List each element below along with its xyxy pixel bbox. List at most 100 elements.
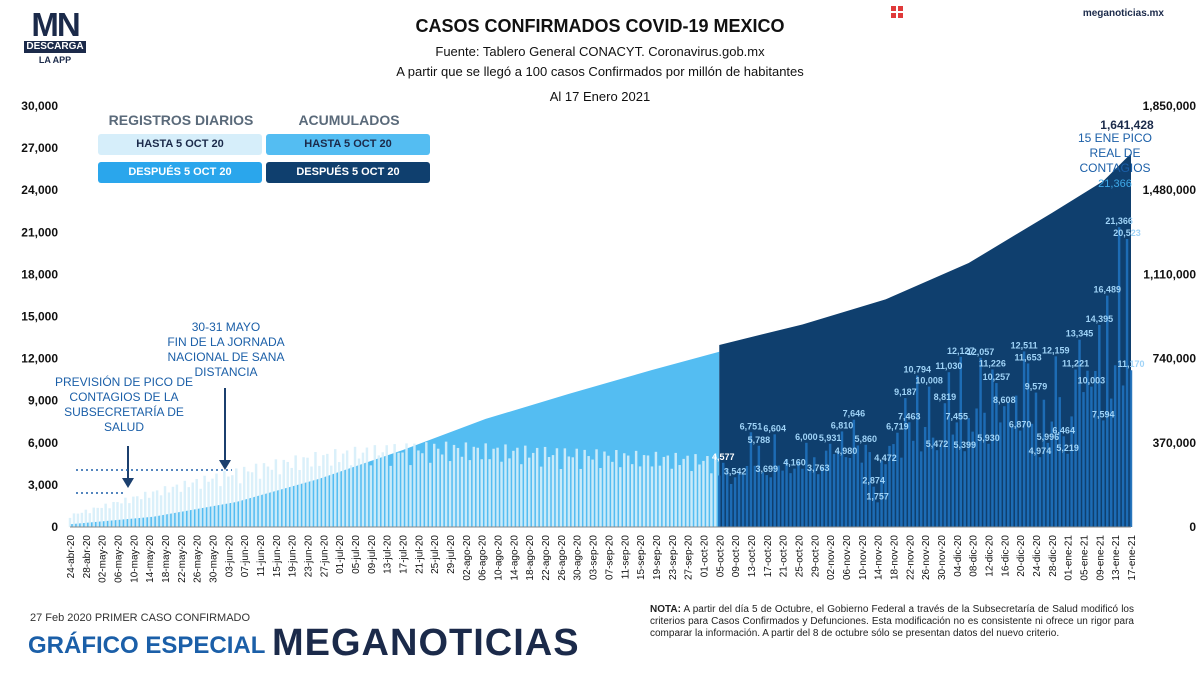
daily-bar (1026, 363, 1030, 527)
daily-bar (725, 468, 729, 527)
y-left-tick-label: 0 (51, 520, 58, 534)
daily-bar (975, 408, 978, 527)
daily-bar (864, 444, 867, 527)
daily-value-label: 4,980 (835, 446, 858, 456)
daily-bar (813, 457, 816, 527)
y-right-tick-label: 1,480,000 (1143, 183, 1197, 197)
legend-daily-before: HASTA 5 OCT 20 (98, 134, 262, 155)
total-cumulative-label: 1,641,428 (1100, 118, 1154, 132)
daily-bar (136, 496, 139, 527)
prevision-annotation: PREVISIÓN DE PICO DE (55, 374, 193, 389)
daily-value-label: 6,604 (763, 423, 786, 433)
logo-app-label: LA APP (38, 55, 72, 65)
daily-bar (832, 454, 836, 527)
x-tick-label: 05-ene-21 (1079, 535, 1090, 581)
daily-bar (642, 455, 646, 527)
x-tick-label: 10-may-20 (129, 535, 140, 583)
daily-bar (1034, 392, 1038, 527)
daily-bar (151, 491, 155, 527)
daily-bar (571, 457, 575, 527)
x-tick-label: 06-nov-20 (842, 535, 853, 580)
daily-bar (100, 507, 103, 527)
daily-bar (722, 462, 725, 527)
logo-descarga-banner[interactable]: DESCARGA (24, 41, 86, 53)
daily-bar (860, 462, 864, 527)
x-tick-label: 13-ene-21 (1111, 535, 1122, 581)
daily-bar (674, 452, 677, 527)
daily-bar (915, 375, 919, 527)
daily-bar (979, 357, 982, 527)
daily-bar (1098, 324, 1101, 527)
x-tick-label: 10-ago-20 (494, 535, 505, 581)
daily-bar (904, 398, 907, 527)
x-tick-label: 18-may-20 (161, 535, 172, 583)
daily-bar (179, 491, 183, 527)
daily-bar (132, 496, 135, 527)
daily-bar (1038, 457, 1042, 527)
x-tick-label: 09-oct-20 (731, 535, 742, 578)
daily-bar (686, 455, 689, 527)
daily-bar (1090, 386, 1093, 527)
jornada-annotation: FIN DE LA JORNADA (167, 335, 284, 349)
daily-value-label: 12,159 (1042, 345, 1070, 355)
daily-value-label: 13,345 (1066, 329, 1094, 339)
site-url[interactable]: meganoticias.mx (1082, 8, 1164, 19)
daily-bar (706, 456, 709, 527)
daily-value-label: 5,930 (977, 433, 1000, 443)
daily-bar (1066, 453, 1069, 527)
daily-value-label: 8,819 (934, 392, 957, 402)
x-tick-label: 30-may-20 (209, 535, 220, 583)
daily-bar (385, 445, 388, 527)
peak-value-annotation: 21,366 (1098, 178, 1132, 190)
daily-bar (417, 450, 420, 527)
daily-bar (801, 468, 804, 527)
daily-bar (539, 466, 543, 527)
daily-bar (484, 443, 487, 527)
daily-bar (607, 455, 610, 527)
daily-bar (231, 475, 234, 527)
daily-bar (650, 466, 654, 527)
x-tick-label: 22-ago-20 (541, 535, 552, 581)
daily-bar (397, 452, 400, 527)
daily-bar (116, 502, 119, 527)
daily-bar (694, 454, 697, 527)
daily-bar (440, 454, 444, 527)
daily-bar (1129, 370, 1133, 527)
daily-bar (579, 468, 582, 527)
daily-bar (187, 487, 190, 527)
daily-bar (654, 451, 658, 527)
daily-value-label: 10,794 (903, 365, 931, 375)
daily-bar (104, 503, 107, 527)
daily-bar (927, 386, 931, 527)
x-tick-label: 13-oct-20 (747, 535, 758, 578)
daily-bar (714, 455, 717, 527)
x-tick-label: 12-dic-20 (984, 535, 995, 577)
daily-bar (159, 495, 163, 527)
daily-value-label: 11,170 (1117, 359, 1144, 369)
daily-bar (84, 509, 88, 527)
daily-bar (488, 459, 491, 527)
y-right-tick-label: 740,000 (1153, 352, 1197, 366)
daily-bar (349, 465, 353, 527)
daily-bar (199, 488, 202, 527)
y-left-tick-label: 6,000 (28, 436, 58, 450)
daily-value-label: 16,489 (1093, 285, 1121, 295)
daily-value-label: 3,763 (807, 463, 830, 473)
daily-bar (235, 468, 238, 527)
daily-bar (444, 441, 448, 527)
daily-bar (939, 444, 943, 527)
daily-bar (1007, 402, 1010, 527)
daily-bar (528, 457, 531, 527)
daily-bar (1117, 227, 1121, 527)
daily-bar (761, 472, 765, 527)
daily-bar (1113, 365, 1117, 527)
daily-value-label: 4,974 (1029, 446, 1052, 456)
x-tick-label: 11-sep-20 (620, 535, 631, 580)
daily-bar (543, 446, 547, 527)
x-tick-label: 06-ago-20 (478, 535, 489, 581)
daily-bar (322, 455, 325, 527)
daily-bar (306, 457, 309, 527)
daily-bar (500, 461, 503, 527)
daily-bar (789, 473, 792, 527)
daily-bar (1106, 295, 1109, 527)
